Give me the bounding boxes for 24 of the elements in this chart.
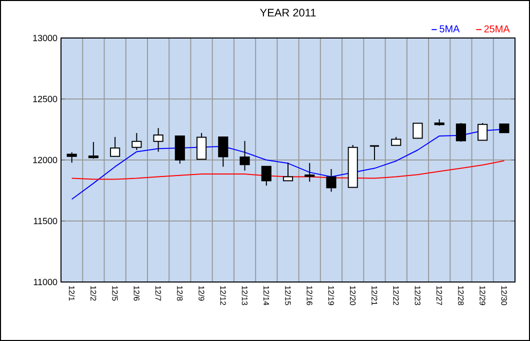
candlestick (196, 132, 207, 160)
legend-label: 25MA (484, 25, 510, 32)
candlestick (369, 145, 380, 160)
candlestick (240, 140, 250, 172)
y-tick-label: 11500 (34, 218, 58, 224)
legend-label: 5MA (440, 25, 460, 32)
y-tick-label: 12500 (33, 96, 58, 102)
y-tick-label: 11000 (34, 278, 58, 286)
candlestick (412, 122, 423, 139)
candlestick (304, 162, 315, 182)
candlestick (326, 168, 336, 192)
candlestick (110, 136, 120, 157)
y-tick-label: 13000 (33, 34, 58, 42)
candlestick (456, 122, 466, 142)
candlestick (88, 141, 98, 160)
candlestick (132, 132, 142, 150)
candlestick (153, 128, 164, 152)
y-tick-label: 12000 (33, 156, 58, 164)
candlestick (478, 122, 488, 141)
chart-title: YEAR 2011 (260, 8, 316, 17)
candlestick (66, 152, 77, 164)
candlestick (218, 136, 228, 168)
candlestick (261, 166, 272, 186)
candlestick (282, 162, 294, 182)
